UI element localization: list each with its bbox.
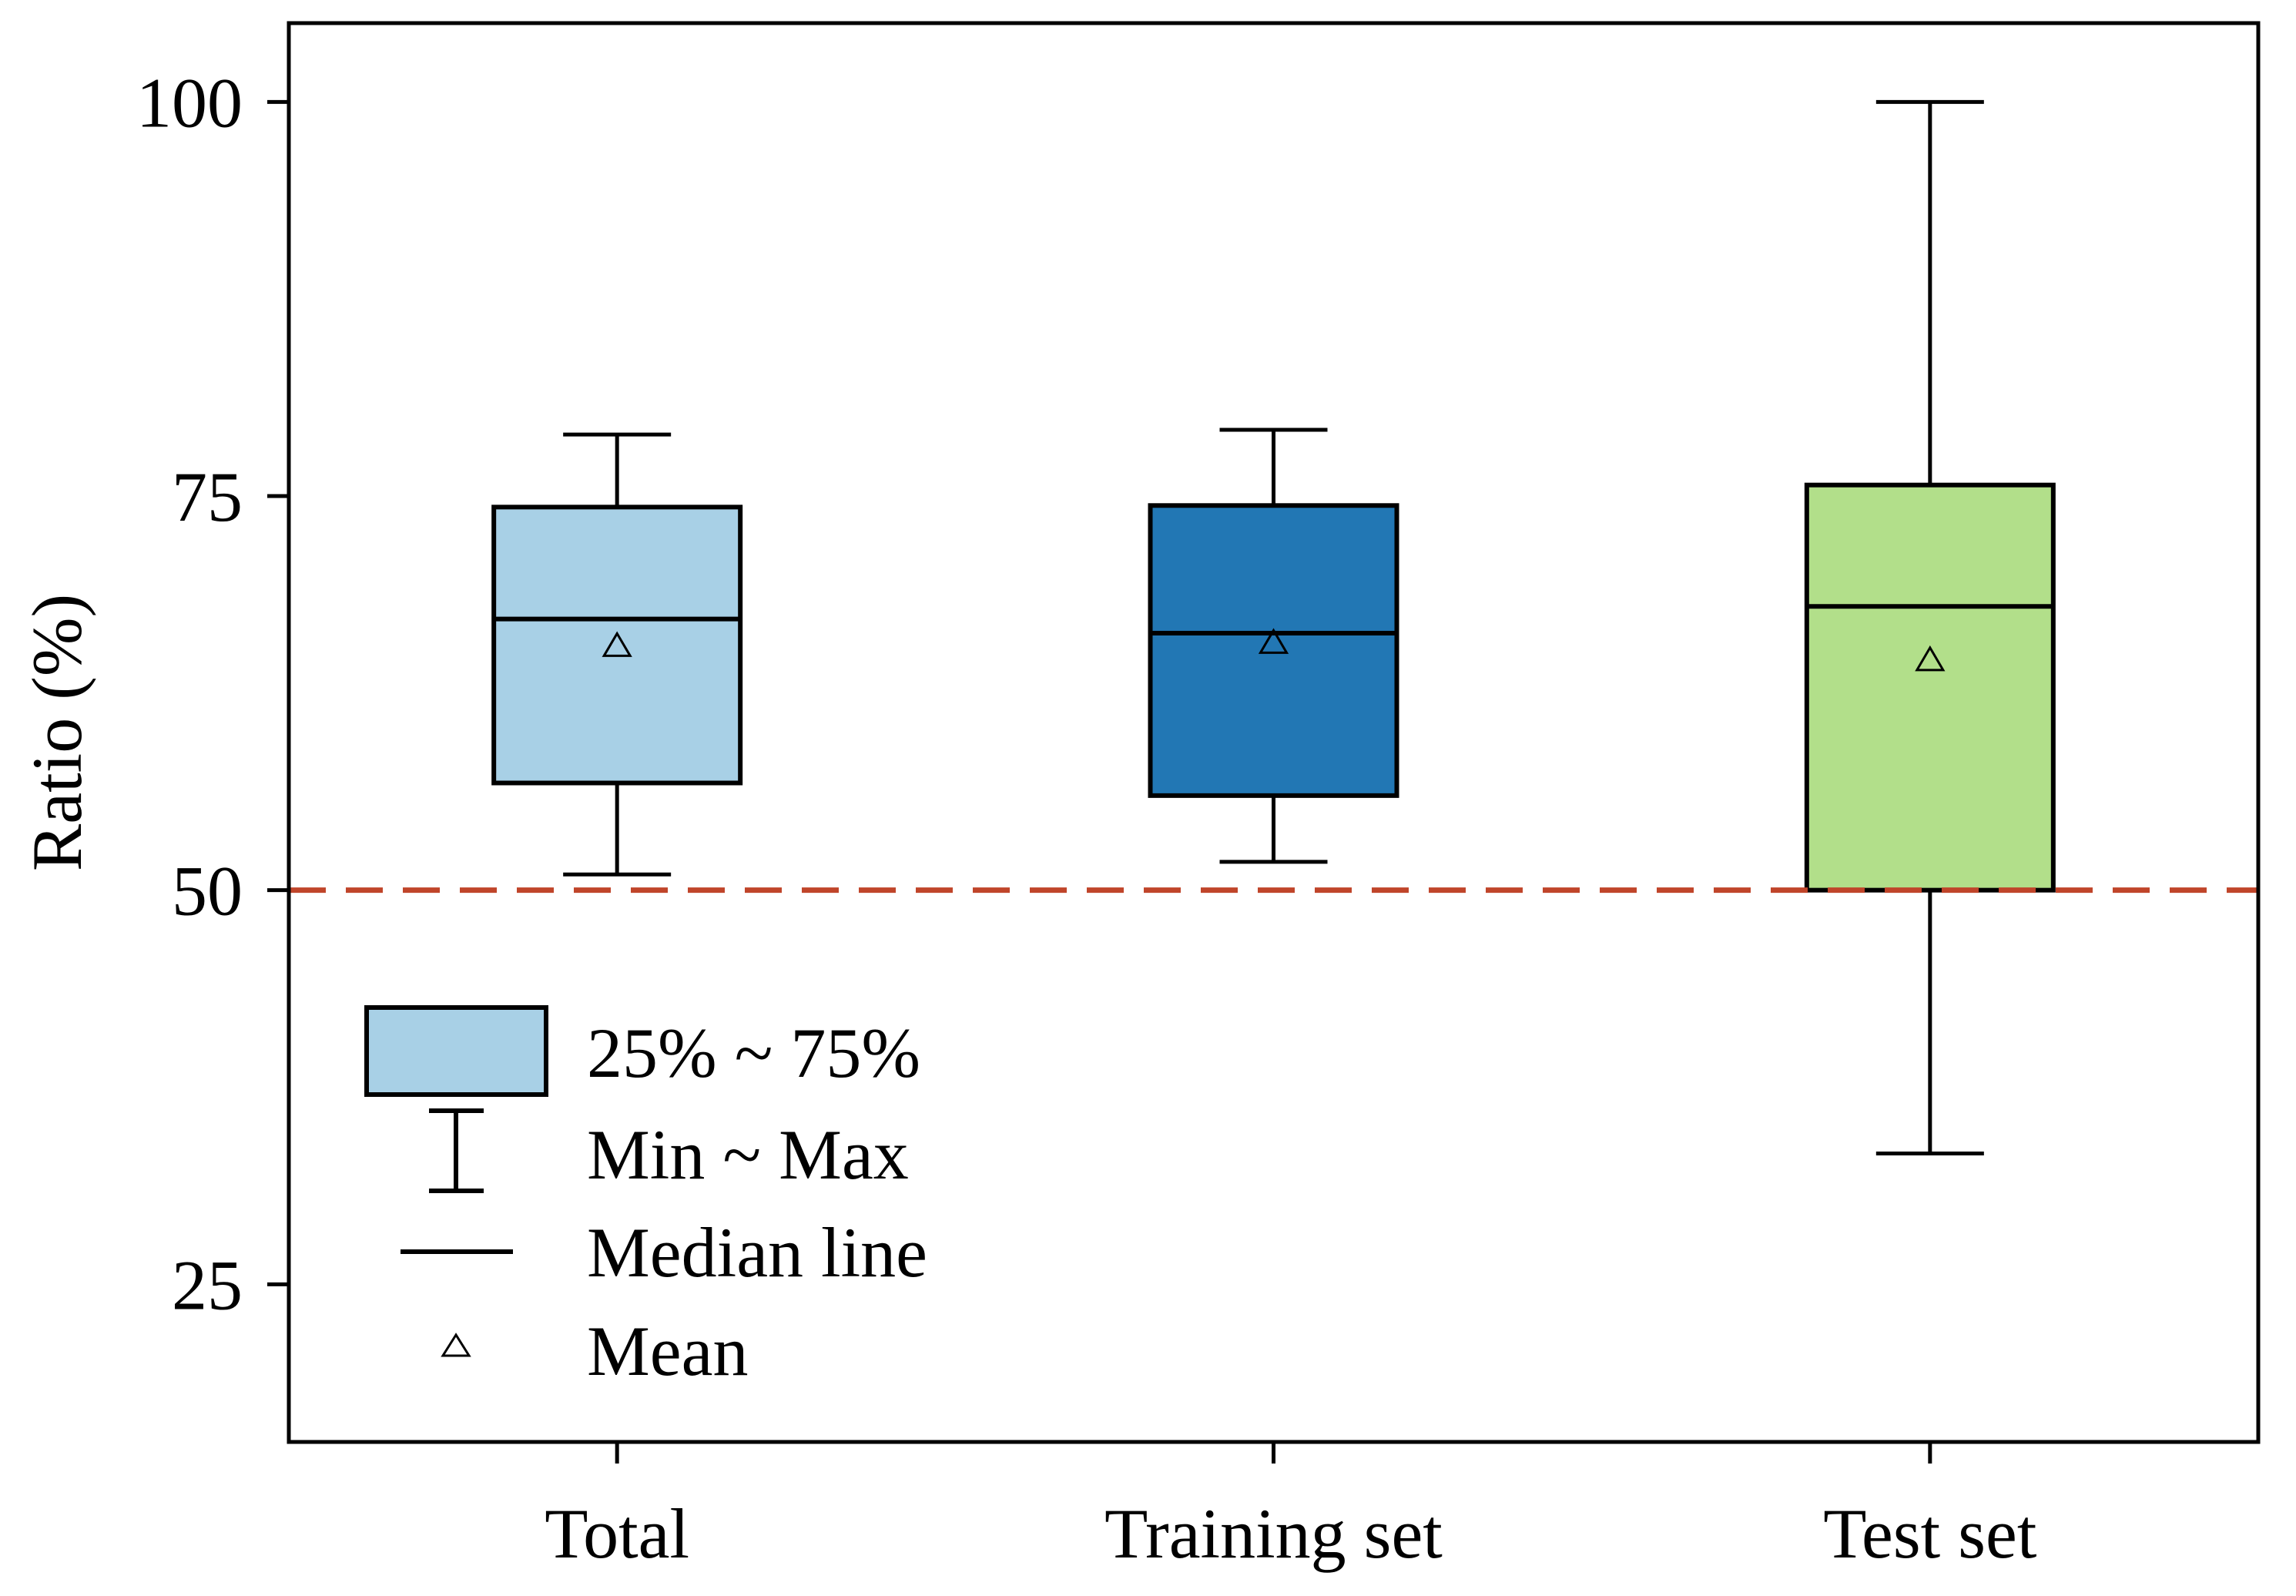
boxes-layer: [491, 99, 2056, 1155]
legend: 25% ~ 75% Min ~ Max Median line Mean: [364, 1005, 927, 1390]
y-tick-label: 100: [136, 63, 243, 142]
x-tick-label: Total: [545, 1494, 689, 1573]
mean-marker: [602, 631, 632, 657]
legend-box-swatch: [364, 1005, 548, 1097]
iqr-box: [1148, 503, 1399, 798]
legend-label-whisker: Min ~ Max: [587, 1115, 909, 1194]
legend-label-median: Median line: [587, 1213, 927, 1292]
box-training-set: [1148, 428, 1399, 864]
legend-label-mean: Mean: [587, 1312, 748, 1390]
x-axis: Total Training set Test set: [545, 1442, 2037, 1573]
y-tick-label: 25: [172, 1246, 243, 1324]
plot-frame: [287, 21, 2261, 1444]
y-tick-label: 50: [172, 852, 243, 930]
box-total: [491, 432, 743, 877]
x-tick-label: Test set: [1823, 1494, 2037, 1573]
legend-whisker-symbol: [429, 1108, 484, 1193]
x-tick-label: Training set: [1104, 1494, 1443, 1573]
y-axis-title: Ratio (%): [18, 594, 96, 871]
y-axis: 25 50 75 100: [136, 63, 289, 1324]
legend-mean-symbol: [441, 1333, 471, 1357]
iqr-box: [491, 505, 743, 786]
legend-label-box: 25% ~ 75%: [587, 1014, 920, 1092]
iqr-box: [1804, 482, 2056, 893]
y-tick-label: 75: [172, 458, 243, 536]
box-test-set: [1804, 99, 2056, 1155]
mean-marker: [1258, 628, 1289, 654]
mean-marker: [1915, 645, 1946, 672]
